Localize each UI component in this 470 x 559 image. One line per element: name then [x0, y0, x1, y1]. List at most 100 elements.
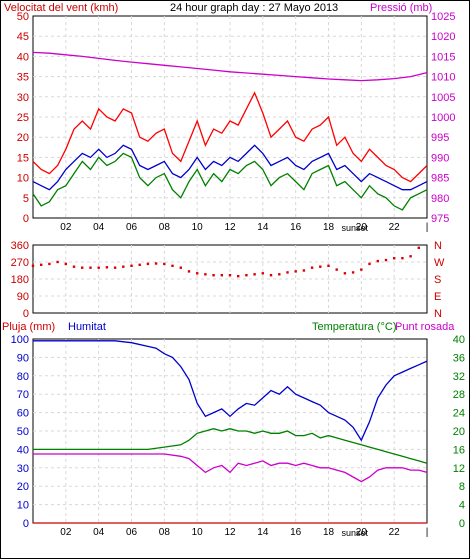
chart-title: 24 hour graph day : 27 Mayo 2013 — [170, 2, 339, 14]
compass-tick-label: N — [434, 240, 442, 252]
pressure-tick-label: 980 — [431, 193, 449, 205]
humidity-tick-label: 30 — [17, 463, 29, 475]
direction-point — [212, 274, 215, 277]
pressure-tick-label: 1005 — [431, 92, 455, 104]
rain-axis-title: Pluja (mm) — [2, 321, 56, 333]
direction-point — [401, 257, 404, 260]
x-tick-label: 02 — [60, 222, 72, 233]
direction-point — [360, 268, 363, 271]
wind-tick-label: 20 — [17, 132, 29, 144]
x-tick-label: 10 — [192, 527, 204, 538]
x-tick-label: 08 — [159, 222, 171, 233]
temperature-axis-title: Temperatura (°C) — [312, 321, 397, 333]
direction-point — [384, 258, 388, 262]
wind-low-line — [32, 152, 428, 211]
x-tick-label: 04 — [93, 527, 105, 538]
pressure-tick-label: 990 — [431, 152, 449, 164]
direction-tick-label: 90 — [17, 291, 29, 303]
temperature-tick-label: 12 — [453, 463, 465, 475]
direction-point — [187, 270, 191, 273]
pressure-tick-label: 1000 — [431, 112, 455, 124]
direction-tick-label: 180 — [11, 274, 29, 286]
direction-point — [368, 262, 371, 266]
direction-point — [122, 265, 125, 268]
direction-point — [327, 264, 330, 267]
direction-point — [286, 271, 289, 274]
wind-gust-line — [32, 91, 428, 183]
direction-point — [269, 274, 273, 277]
wind-tick-label: 45 — [17, 31, 29, 43]
direction-point — [138, 263, 141, 266]
x-tick-label: 10 — [192, 222, 204, 233]
humidity-tick-label: 50 — [17, 426, 29, 438]
pressure-tick-label: 1010 — [431, 72, 455, 84]
humidity-tick-label: 100 — [11, 334, 29, 346]
plot-area — [32, 244, 428, 314]
direction-point — [393, 257, 396, 260]
x-tick-label: 12 — [224, 222, 236, 233]
x-tick-label: 14 — [257, 222, 269, 233]
direction-point — [245, 274, 248, 277]
x-tick-label: 22 — [389, 222, 401, 233]
humidity-axis-title: Humitat — [68, 321, 106, 333]
x-tick-label: 16 — [290, 527, 302, 538]
direction-point — [105, 266, 109, 269]
x-tick-label: 16 — [290, 222, 302, 233]
x-tick-label: 18 — [323, 527, 335, 538]
direction-point — [409, 255, 412, 258]
direction-point — [163, 262, 166, 266]
direction-point — [376, 259, 379, 263]
x-tick-label: 12 — [224, 527, 236, 538]
wind-pressure-panel: 0510152025303540455097598098599099510001… — [17, 11, 456, 233]
humidity-line — [33, 340, 428, 442]
direction-point — [56, 260, 59, 264]
compass-tick-label: W — [434, 257, 445, 269]
humidity-tick-label: 70 — [17, 389, 29, 401]
direction-point — [113, 266, 117, 269]
x-tick-label: 02 — [60, 527, 72, 538]
compass-tick-label: E — [434, 291, 441, 303]
direction-point — [81, 266, 84, 269]
humidity-tick-label: 90 — [17, 352, 29, 364]
direction-point — [302, 269, 306, 272]
x-tick-label: 14 — [257, 527, 269, 538]
temperature-line — [33, 428, 428, 464]
direction-point — [237, 275, 240, 278]
direction-point — [64, 262, 67, 266]
pressure-tick-label: 1020 — [431, 31, 455, 43]
temperature-tick-label: 0 — [459, 518, 465, 530]
direction-point — [228, 274, 232, 277]
pressure-tick-label: 1025 — [431, 11, 455, 23]
temperature-tick-label: 40 — [453, 334, 465, 346]
direction-point — [179, 266, 182, 269]
pressure-tick-label: 975 — [431, 213, 449, 225]
direction-point — [48, 262, 51, 266]
direction-tick-label: 360 — [11, 240, 29, 252]
x-tick-label: | — [426, 527, 429, 538]
temperature-tick-label: 32 — [453, 371, 465, 383]
direction-point — [319, 265, 322, 268]
direction-point — [294, 270, 297, 273]
temperature-tick-label: 20 — [453, 426, 465, 438]
direction-point — [343, 272, 347, 275]
dewpoint-line — [33, 453, 428, 483]
x-tick-label: 20 — [356, 222, 368, 233]
x-tick-label: 20 — [356, 527, 368, 538]
temperature-tick-label: 24 — [453, 408, 465, 420]
temperature-tick-label: 16 — [453, 444, 465, 456]
x-tick-label: 22 — [389, 527, 401, 538]
compass-tick-label: S — [434, 274, 441, 286]
direction-point — [171, 264, 174, 267]
direction-point — [196, 272, 199, 275]
wind-tick-label: 10 — [17, 173, 29, 185]
pressure-axis-title: Pressió (mb) — [370, 2, 433, 14]
x-tick-label: 06 — [126, 222, 138, 233]
direction-point — [89, 266, 92, 269]
dewpoint-axis-title: Punt rosada — [395, 321, 455, 333]
direction-point — [261, 272, 264, 275]
humidity-tick-label: 60 — [17, 408, 29, 420]
direction-point — [40, 263, 43, 266]
x-tick-label: 08 — [159, 527, 171, 538]
